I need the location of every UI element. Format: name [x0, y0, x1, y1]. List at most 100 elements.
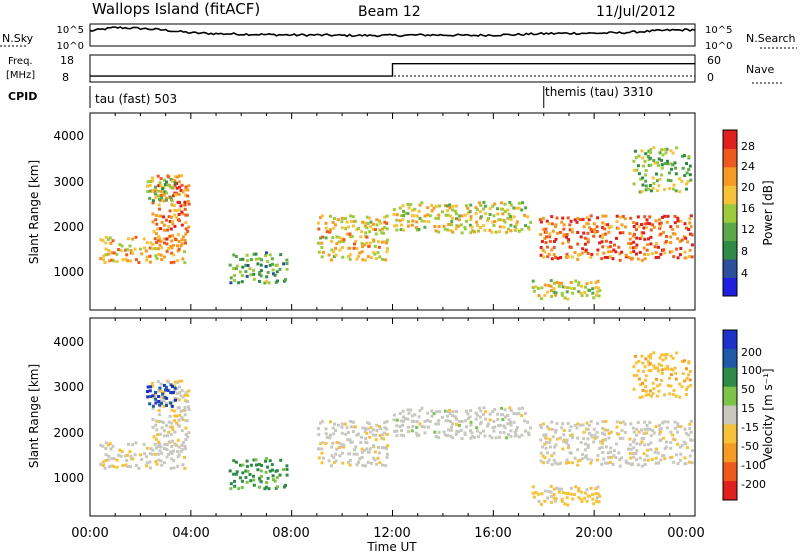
power-echo-cell [171, 179, 174, 183]
power-echo-cell [483, 228, 487, 232]
power-echo-cell [173, 191, 177, 195]
power-echo-cell [503, 220, 507, 224]
velocity-echo-cell [275, 476, 279, 480]
velocity-echo-cell [643, 458, 647, 462]
velocity-echo-cell [348, 452, 352, 456]
velocity-echo-cell [668, 392, 672, 396]
power-echo-cell [583, 236, 587, 240]
power-echo-cell [171, 222, 175, 226]
velocity-echo-cell [157, 389, 161, 393]
power-echo-cell [319, 236, 323, 240]
velocity-echo-cell [170, 452, 174, 455]
velocity-echo-cell [549, 494, 553, 498]
velocity-echo-cell [348, 459, 352, 462]
velocity-echo-cell [176, 455, 180, 459]
power-echo-cell [588, 288, 591, 292]
velocity-echo-cell [621, 436, 625, 440]
power-echo-cell [669, 162, 673, 166]
power-echo-cell [634, 156, 638, 160]
velocity-echo-cell [334, 452, 338, 456]
velocity-echo-cell [173, 389, 177, 393]
power-echo-cell [392, 212, 396, 216]
power-echo-cell [618, 252, 622, 256]
power-echo-cell [585, 222, 588, 226]
power-echo-cell [670, 167, 673, 171]
power-echo-cell [361, 258, 365, 262]
velocity-echo-cell [104, 458, 108, 462]
velocity-echo-cell [181, 417, 185, 421]
velocity-panel-background [90, 318, 695, 516]
power-echo-cell [601, 226, 605, 230]
power-echo-cell [365, 215, 369, 219]
power-echo-cell [159, 253, 163, 257]
power-echo-cell [611, 257, 615, 261]
power-echo-cell [576, 242, 580, 246]
velocity-echo-cell [569, 451, 573, 455]
velocity-echo-cell [652, 364, 656, 368]
velocity-echo-cell [268, 459, 272, 463]
power-echo-cell [427, 220, 431, 224]
power-echo-cell [241, 265, 245, 269]
power-echo-cell [415, 220, 419, 224]
velocity-echo-cell [437, 422, 441, 426]
power-echo-cell [660, 163, 664, 167]
power-echo-cell [176, 249, 180, 253]
velocity-echo-cell [555, 486, 559, 490]
power-echo-cell [601, 214, 605, 218]
power-echo-cell [453, 209, 457, 213]
velocity-echo-cell [534, 491, 538, 495]
velocity-echo-cell [668, 376, 671, 380]
velocity-echo-cell [663, 367, 667, 371]
power-echo-cell [159, 227, 163, 231]
power-echo-cell [271, 272, 275, 276]
vel-cbar-tick-50: 50 [741, 383, 755, 396]
velocity-echo-cell [690, 461, 694, 465]
velocity-echo-cell [647, 354, 651, 358]
velocity-echo-cell [658, 356, 662, 360]
power-echo-cell [158, 207, 161, 211]
velocity-echo-cell [548, 440, 552, 444]
power-echo-cell [569, 286, 573, 290]
velocity-echo-cell [244, 469, 248, 473]
velocity-echo-cell [415, 434, 419, 438]
power-colorbar-segment [723, 259, 737, 278]
power-echo-cell [647, 149, 651, 153]
power-echo-cell [549, 284, 553, 288]
power-echo-cell [498, 218, 502, 222]
velocity-echo-cell [656, 451, 660, 455]
velocity-echo-cell [656, 366, 660, 370]
power-colorbar-segment [723, 203, 737, 223]
power-echo-cell [546, 255, 550, 259]
power-echo-cell [603, 222, 607, 226]
velocity-echo-cell [106, 458, 110, 462]
power-cbar-tick-28: 28 [741, 140, 755, 153]
power-echo-cell [102, 254, 105, 258]
power-echo-cell [154, 185, 157, 189]
power-echo-cell [584, 248, 588, 252]
power-echo-cell [596, 216, 600, 220]
velocity-echo-cell [604, 445, 608, 449]
power-echo-cell [561, 241, 565, 245]
power-echo-cell [142, 237, 146, 241]
velocity-echo-cell [574, 485, 578, 489]
velocity-echo-cell [167, 420, 171, 424]
vel-cbar-tick-m15: -15 [741, 421, 759, 434]
velocity-echo-cell [159, 459, 163, 463]
power-echo-cell [146, 190, 150, 193]
power-cbar-tick-20: 20 [741, 181, 755, 194]
velocity-echo-cell [687, 433, 691, 437]
velocity-echo-cell [157, 458, 161, 462]
velocity-ytick-2000: 2000 [53, 426, 84, 440]
power-echo-cell [684, 187, 688, 191]
freq-tick-top: 18 [60, 54, 74, 67]
power-echo-cell [608, 255, 612, 259]
velocity-echo-cell [647, 393, 651, 396]
power-echo-cell [537, 294, 541, 298]
velocity-echo-cell [109, 447, 113, 451]
power-echo-cell [649, 189, 653, 193]
velocity-echo-cell [364, 464, 368, 468]
power-echo-cell [126, 237, 130, 241]
power-echo-cell [434, 229, 438, 233]
velocity-echo-cell [652, 431, 656, 435]
velocity-echo-cell [589, 461, 593, 465]
